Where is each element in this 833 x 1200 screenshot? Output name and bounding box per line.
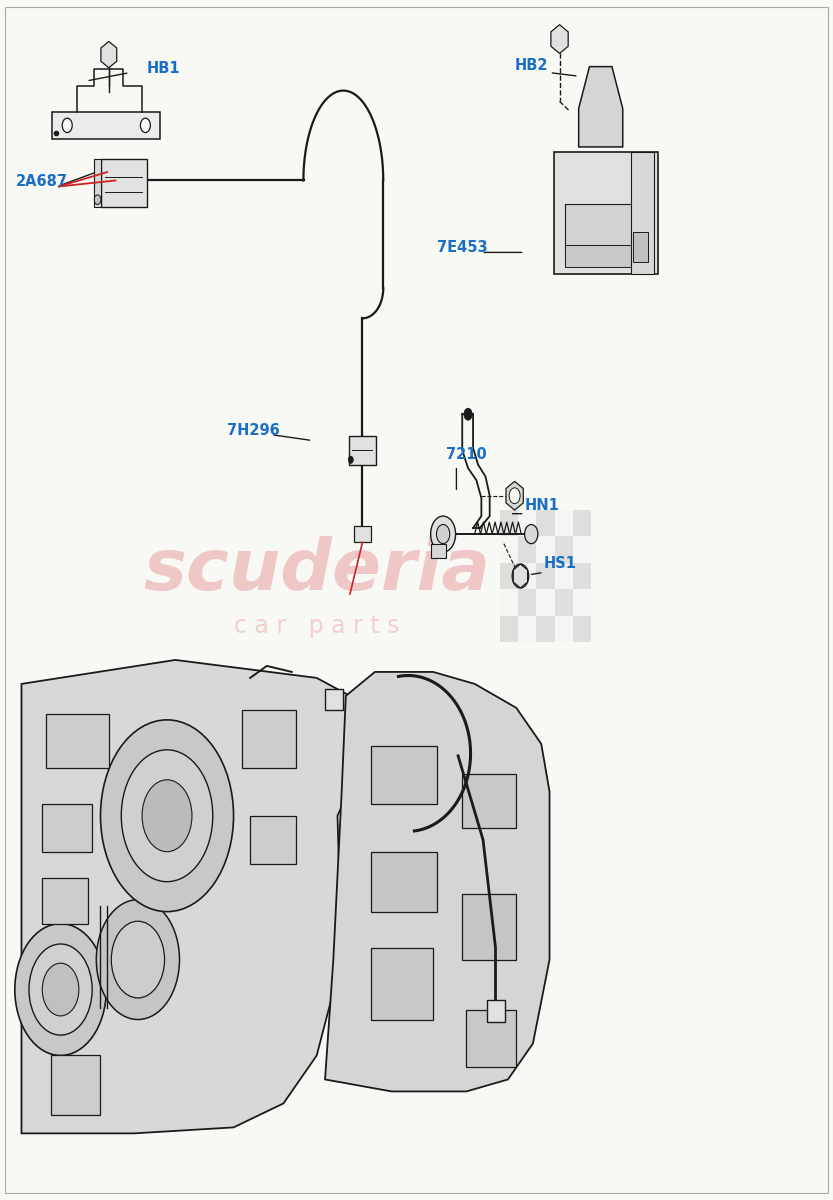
Bar — [349, 436, 376, 464]
Circle shape — [431, 516, 456, 552]
Circle shape — [512, 564, 529, 588]
Bar — [518, 510, 536, 536]
Bar — [565, 204, 644, 258]
Circle shape — [348, 456, 353, 463]
Bar — [500, 616, 518, 642]
Bar — [371, 746, 437, 804]
Text: 7E453: 7E453 — [437, 240, 488, 256]
Circle shape — [525, 524, 538, 544]
Bar — [500, 510, 518, 536]
Bar — [47, 714, 109, 768]
Bar — [555, 563, 573, 589]
Bar — [371, 948, 433, 1020]
Text: 7H296: 7H296 — [227, 422, 280, 438]
Bar — [536, 563, 555, 589]
Bar — [633, 232, 648, 262]
Text: scuderia: scuderia — [143, 535, 491, 605]
Circle shape — [94, 194, 101, 204]
Circle shape — [62, 118, 72, 132]
Bar — [51, 1056, 101, 1116]
Bar — [487, 1001, 506, 1022]
Circle shape — [141, 118, 151, 132]
Bar — [325, 689, 343, 710]
Bar — [573, 510, 591, 536]
Text: HN1: HN1 — [525, 498, 560, 514]
Bar — [555, 510, 573, 536]
Bar — [500, 536, 518, 563]
Bar — [462, 894, 516, 960]
Bar — [536, 589, 555, 616]
Circle shape — [112, 922, 165, 998]
Bar — [573, 536, 591, 563]
Bar — [573, 616, 591, 642]
Bar — [250, 816, 296, 864]
Bar — [500, 563, 518, 589]
Polygon shape — [579, 67, 623, 146]
Bar — [518, 563, 536, 589]
Circle shape — [42, 964, 79, 1016]
Bar — [466, 1010, 516, 1068]
Circle shape — [142, 780, 192, 852]
Bar — [500, 589, 518, 616]
Bar — [518, 616, 536, 642]
Polygon shape — [101, 42, 117, 68]
Circle shape — [15, 924, 107, 1056]
Bar — [536, 510, 555, 536]
Bar — [554, 151, 658, 274]
Bar — [536, 616, 555, 642]
Bar — [573, 563, 591, 589]
Text: HB1: HB1 — [147, 61, 180, 76]
Bar — [573, 589, 591, 616]
Bar — [555, 536, 573, 563]
Polygon shape — [506, 481, 523, 510]
Circle shape — [122, 750, 212, 882]
Bar — [42, 804, 92, 852]
Polygon shape — [551, 25, 568, 54]
Bar — [42, 878, 88, 924]
Bar — [565, 245, 644, 266]
Circle shape — [97, 900, 179, 1020]
Bar — [101, 158, 147, 206]
Circle shape — [464, 408, 472, 420]
Bar — [431, 544, 446, 558]
Bar — [555, 616, 573, 642]
Text: 2A687: 2A687 — [16, 174, 67, 190]
Bar — [536, 536, 555, 563]
Text: HB2: HB2 — [515, 59, 548, 73]
Text: c a r   p a r t s: c a r p a r t s — [234, 614, 400, 638]
Bar — [462, 774, 516, 828]
Bar — [518, 589, 536, 616]
Bar — [518, 536, 536, 563]
Polygon shape — [94, 158, 101, 206]
Circle shape — [101, 720, 233, 912]
Circle shape — [29, 944, 92, 1036]
Bar — [354, 526, 371, 542]
Text: HS1: HS1 — [544, 556, 576, 571]
Polygon shape — [513, 564, 527, 588]
Polygon shape — [325, 672, 550, 1092]
Bar — [631, 151, 654, 274]
Polygon shape — [22, 660, 354, 1133]
Text: 7210: 7210 — [446, 446, 486, 462]
Circle shape — [436, 524, 450, 544]
Bar — [52, 112, 161, 138]
Bar — [371, 852, 437, 912]
Bar — [242, 710, 296, 768]
Circle shape — [509, 488, 520, 504]
Bar — [555, 589, 573, 616]
